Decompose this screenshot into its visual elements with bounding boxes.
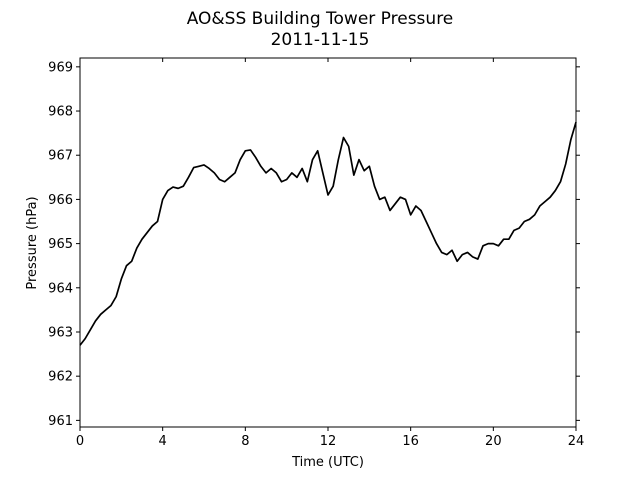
y-tick-label: 968 <box>48 105 73 120</box>
x-tick-label: 4 <box>159 434 167 449</box>
series-line-pressure <box>79 121 577 346</box>
y-axis-label: Pressure (hPa) <box>25 196 40 289</box>
chart-subtitle: 2011-11-15 <box>271 30 370 50</box>
y-tick-label: 966 <box>48 193 73 208</box>
x-tick-label: 24 <box>568 434 585 449</box>
chart-title: AO&SS Building Tower Pressure <box>187 9 454 29</box>
x-tick-label: 16 <box>402 434 419 449</box>
x-tick-label: 12 <box>320 434 337 449</box>
x-tick-label: 0 <box>76 434 84 449</box>
y-tick-label: 967 <box>48 149 73 164</box>
y-tick-label: 963 <box>48 325 73 340</box>
y-tick-label: 965 <box>48 237 73 252</box>
x-tick-label: 8 <box>241 434 249 449</box>
y-tick-label: 964 <box>48 281 73 296</box>
y-tick-label: 961 <box>48 414 73 429</box>
y-tick-label: 962 <box>48 370 73 385</box>
y-tick-label: 969 <box>48 60 73 75</box>
axis-ticks: 0 4 8 12 16 20 24 961 962 963 964 965 966 967 968 969 <box>48 58 584 449</box>
plot-area-frame <box>79 57 577 428</box>
x-axis-label: Time (UTC) <box>291 455 364 470</box>
x-tick-label: 20 <box>485 434 502 449</box>
